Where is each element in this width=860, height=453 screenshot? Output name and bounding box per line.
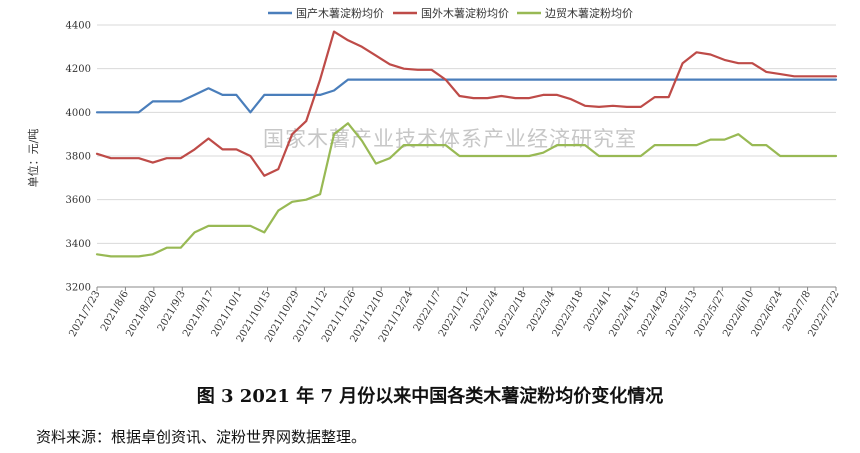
x-axis-ticks: 2021/7/232021/8/62021/8/202021/9/32021/9… (67, 289, 841, 344)
y-tick-label: 3400 (66, 239, 91, 250)
x-tick-label: 2022/7/8 (781, 289, 813, 333)
y-tick-label: 4000 (66, 108, 91, 119)
x-tick-label: 2021/9/3 (156, 289, 188, 333)
source-note: 资料来源：根据卓创资讯、淀粉世界网数据整理。 (36, 428, 367, 446)
y-tick-label: 3600 (66, 195, 91, 206)
legend-label: 边贸木薯淀粉均价 (545, 6, 633, 20)
figure-caption: 图 3 2021 年 7 月份以来中国各类木薯淀粉均价变化情况 (196, 386, 664, 407)
x-axis (96, 286, 837, 291)
y-axis-ticks: 3200 3400 3600 3800 4000 4200 4400 (66, 21, 91, 294)
x-tick-label: 2021/7/23 (67, 289, 102, 339)
y-tick-label: 4200 (66, 64, 91, 75)
x-tick-label: 2022/4/1 (582, 289, 614, 333)
series-line-2 (95, 30, 838, 177)
legend-label: 国外木薯淀粉均价 (421, 6, 509, 20)
x-tick-label: 2022/3/4 (525, 289, 557, 333)
series-line-1 (95, 78, 838, 114)
legend-label: 国产木薯淀粉均价 (296, 6, 384, 20)
series-line-3 (95, 122, 838, 258)
y-tick-label: 3800 (66, 152, 91, 163)
x-tick-label: 2022/1/7 (412, 289, 444, 333)
x-tick-label: 2022/2/4 (469, 289, 501, 333)
series-lines (95, 30, 838, 258)
legend: 国产木薯淀粉均价 国外木薯淀粉均价 边贸木薯淀粉均价 (268, 6, 633, 20)
y-tick-label: 3200 (66, 283, 91, 294)
y-axis-label: 单位：元/吨 (26, 129, 40, 188)
x-tick-label: 2021/8/6 (99, 289, 131, 333)
y-tick-label: 4400 (66, 21, 91, 32)
